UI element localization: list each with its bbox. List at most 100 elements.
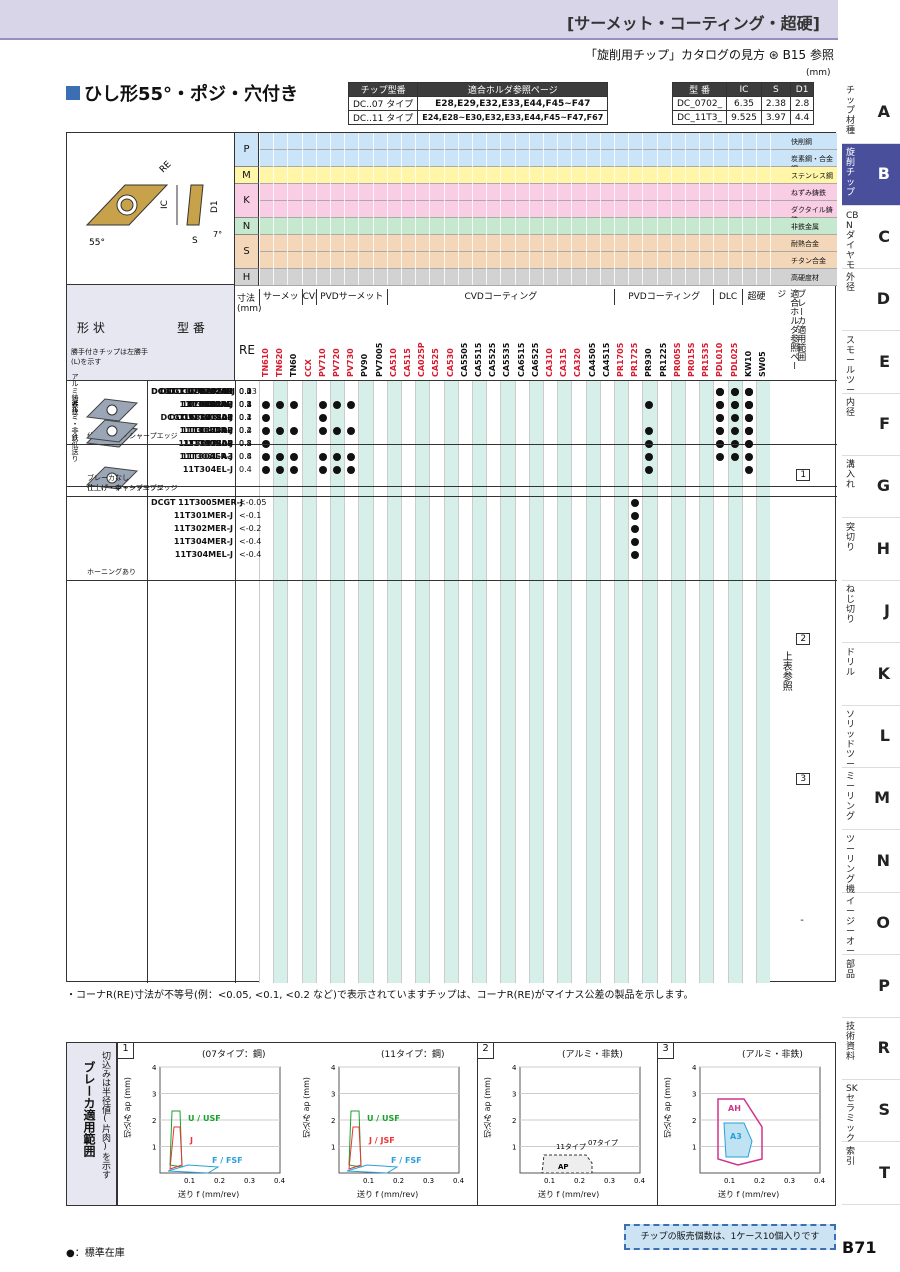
side-tab-label: チップ材種 [846, 86, 856, 136]
model-cell: 11T302ER-J [181, 426, 233, 435]
side-tab-e[interactable]: スモールツールE [842, 331, 900, 406]
model-cell: 11T308L-A3 [179, 452, 233, 461]
stock-dot [730, 414, 739, 422]
svg-text:4: 4 [152, 1064, 157, 1072]
insert-image [85, 416, 139, 446]
grid-line [528, 133, 530, 285]
grade-ca4515: CA4515 [601, 342, 611, 377]
re-cell: 0.2 [239, 400, 252, 409]
grid-line [330, 133, 331, 285]
grid-line [741, 133, 743, 285]
material-code: S [235, 235, 259, 269]
side-tab-f[interactable]: 内径 F [842, 394, 900, 456]
grid-line [514, 133, 516, 285]
svg-text:4: 4 [331, 1064, 336, 1072]
chart-ylabel: 切込み ap (mm) [302, 1077, 311, 1138]
side-tab-letter: F [879, 414, 890, 433]
model-cell: DCGT 11T302AP [160, 413, 233, 422]
shape-label: 低送り [71, 441, 79, 462]
svg-text:0.1: 0.1 [544, 1177, 555, 1185]
re-cell: 0.2 [239, 413, 252, 422]
stock-dot [716, 401, 725, 409]
grid-line [429, 133, 431, 285]
svg-text:11タイプ: 11タイプ [556, 1142, 586, 1151]
grade-tn610: TN610 [261, 348, 270, 377]
dimension-table: 型 番 IC S D1 DC_0702_ 6.35 2.38 2.8 DC_11T3_ 9.5… [671, 82, 815, 125]
grade-group-label: サーメット [259, 289, 302, 305]
model-cell: DCGT 11T302R-A3 [151, 387, 233, 396]
chart-caption: (アルミ・非鉄) [742, 1050, 803, 1060]
grade-column [386, 381, 401, 983]
side-tab-c[interactable]: CBNダイヤモンドC [842, 206, 900, 291]
side-tab-label: ミーリング [846, 772, 856, 823]
svg-text:0.2: 0.2 [214, 1177, 225, 1185]
side-tab-t[interactable]: 索引 T [842, 1142, 900, 1205]
grade-column [599, 381, 614, 983]
grade-pv730: PV730 [346, 348, 356, 377]
side-tab-letter: M [874, 788, 890, 808]
side-tab-letter: P [878, 975, 890, 995]
grade-column [571, 381, 586, 983]
side-tab-letter: S [878, 1100, 890, 1120]
chart-plot: 1 2 3 4 0.1 0.2 0.3 0.4 AH A3 [692, 1064, 826, 1185]
stock-dot [645, 466, 654, 474]
side-tab-label: 部品 [846, 959, 856, 980]
grade-pdl025: PDL025 [729, 342, 739, 377]
stock-dot [347, 427, 356, 435]
grade-column [358, 381, 373, 983]
model-cell: 11T304 [199, 439, 233, 448]
re-cell: 0.4 [239, 465, 252, 474]
stock-dot [333, 466, 341, 474]
grade-tn60: TN60 [289, 353, 299, 377]
stock-dot [716, 427, 725, 435]
grade-column [656, 381, 671, 983]
grade-kw10: KW10 [743, 350, 753, 377]
side-tab-letter: J [884, 601, 890, 621]
svg-text:1: 1 [331, 1144, 335, 1152]
legend: ●：標準在庫 [66, 1248, 125, 1259]
chart-ylabel: 切込み ap (mm) [483, 1077, 492, 1138]
re-cell: 0.4 [239, 426, 252, 435]
side-tab-a[interactable]: チップ材種 A [842, 82, 900, 144]
re-cell: <-0.4 [239, 537, 262, 546]
model-cell: 11T302L-A3 [179, 400, 233, 409]
side-tab-b[interactable]: 旋削チップ B [842, 144, 900, 207]
side-tab-h[interactable]: 突切り H [842, 518, 900, 581]
model-cell: DCGT 11T3003ER-J [151, 387, 235, 396]
model-cell: 11T308AP [187, 439, 233, 448]
side-tab-r[interactable]: 技術資料 R [842, 1018, 900, 1080]
material-code: P [235, 133, 259, 167]
side-tab-o[interactable]: イージーオーシステムO [842, 893, 900, 997]
hand-note: 勝手付きチップは左勝手(L)を示す [71, 348, 148, 366]
grid-line [287, 133, 289, 285]
stock-dot [645, 401, 654, 409]
stock-dot [290, 427, 299, 435]
side-tab-j[interactable]: ねじ切り J [842, 581, 900, 644]
grade-column [486, 381, 501, 983]
side-tab-d[interactable]: 外径 D [842, 269, 900, 332]
side-tab-g[interactable]: 溝入れ G [842, 456, 900, 519]
grade-column [741, 381, 756, 983]
side-tab-letter: L [879, 726, 890, 745]
breaker-subtitle: 切込みは半径値(片肉)を示す [100, 1051, 110, 1179]
holder-ref-header: 適合ホルダ参照ページ [775, 289, 799, 370]
re-cell: 0.4 [239, 400, 252, 409]
side-tab-l[interactable]: ソリッドツールL [842, 706, 900, 780]
shape-label: アルミ・非鉄 [71, 399, 79, 441]
material-row [259, 150, 837, 167]
svg-text:2: 2 [331, 1117, 335, 1125]
grade-column [557, 381, 572, 983]
side-tab-p[interactable]: 部品 P [842, 955, 900, 1018]
grade-group-label: CVDコーティング [386, 289, 614, 305]
side-tab-m[interactable]: ミーリング M [842, 768, 900, 831]
material-code: K [235, 184, 259, 218]
side-tab-k[interactable]: ドリル K [842, 643, 900, 706]
side-tab-s[interactable]: SKセラミック S [842, 1080, 900, 1144]
chart-plot: 1 2 3 4 0.1 0.2 0.3 0.4 U / USF J / JSF F / FSF [331, 1064, 465, 1185]
grid-line [727, 133, 729, 285]
material-row [259, 184, 837, 201]
stock-dot [318, 453, 327, 461]
grade-ca5525: CA5525 [488, 342, 498, 377]
side-tab-n[interactable]: ツーリング機器N [842, 830, 900, 905]
grade-column [330, 381, 345, 983]
